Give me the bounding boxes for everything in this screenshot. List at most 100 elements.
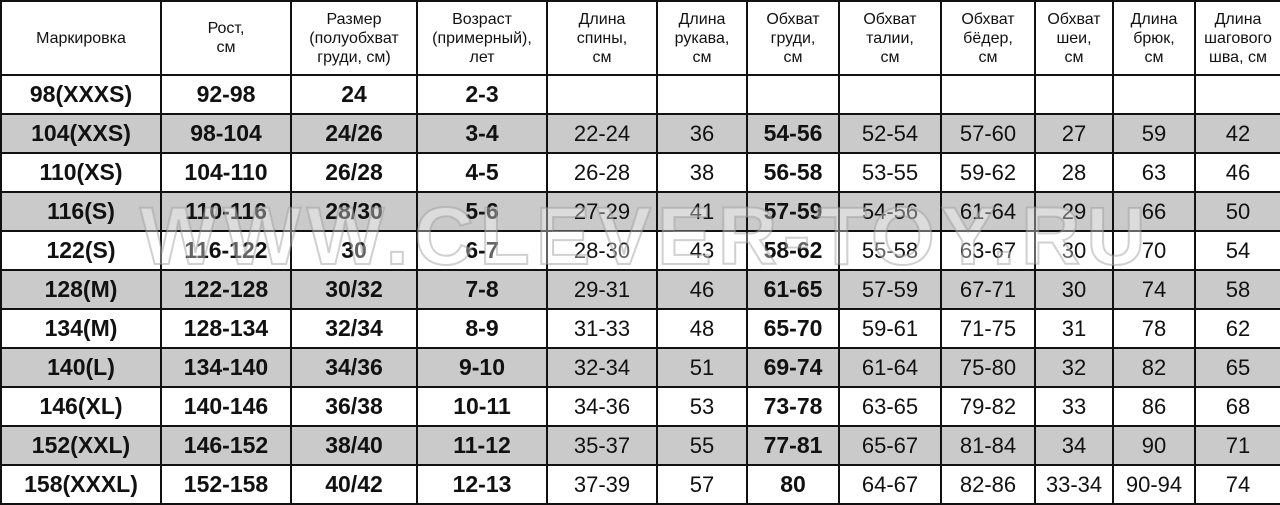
table-cell: 59 xyxy=(1112,113,1196,154)
table-cell: 122-128 xyxy=(160,269,292,310)
table-cell: 64-67 xyxy=(838,464,942,505)
column-header-line: см xyxy=(783,48,803,66)
column-header: Возраст (примерный), лет xyxy=(416,0,548,76)
table-cell: 38 xyxy=(656,152,748,193)
table-cell: 30 xyxy=(1034,269,1114,310)
table-cell: 7-8 xyxy=(416,269,548,310)
column-header-line: см xyxy=(1064,48,1084,66)
table-cell: 75-80 xyxy=(940,347,1036,388)
table-cell: 37-39 xyxy=(546,464,658,505)
column-header: Обхват талии, см xyxy=(838,0,942,76)
table-cell: 26-28 xyxy=(546,152,658,193)
column-header: Длина спины, см xyxy=(546,0,658,76)
table-cell: 58 xyxy=(1194,269,1280,310)
column-header-line: лет xyxy=(469,48,495,66)
table-cell xyxy=(546,74,658,115)
table-row: 110(XS) 104-110 26/28 4-5 26-28 38 56-58 53-55 5… xyxy=(0,152,1280,193)
table-cell: 81-84 xyxy=(940,425,1036,466)
table-cell: 9-10 xyxy=(416,347,548,388)
table-row: 152(XXL) 146-152 38/40 11-12 35-37 55 77-81 65-… xyxy=(0,425,1280,466)
table-cell: 65-70 xyxy=(746,308,840,349)
column-header-line: Длина xyxy=(678,10,726,28)
table-cell: 33 xyxy=(1034,386,1114,427)
table-cell: 52-54 xyxy=(838,113,942,154)
table-cell: 98-104 xyxy=(160,113,292,154)
table-cell: 30/32 xyxy=(290,269,418,310)
column-header-line: шагового xyxy=(1204,29,1272,47)
column-header-line: спины, xyxy=(576,29,628,47)
column-header-line: см xyxy=(978,48,998,66)
table-cell: 90-94 xyxy=(1112,464,1196,505)
column-header: Маркировка xyxy=(0,0,162,76)
table-cell: 24 xyxy=(290,74,418,115)
table-cell: 50 xyxy=(1194,191,1280,232)
table-cell: 128(M) xyxy=(0,269,162,310)
table-row: 140(L) 134-140 34/36 9-10 32-34 51 69-74 61-64 7… xyxy=(0,347,1280,388)
table-cell: 77-81 xyxy=(746,425,840,466)
table-cell: 32-34 xyxy=(546,347,658,388)
table-cell: 134-140 xyxy=(160,347,292,388)
table-row: 122(S) 116-122 30 6-7 28-30 43 58-62 55-58 63-67… xyxy=(0,230,1280,271)
table-cell: 11-12 xyxy=(416,425,548,466)
column-header-line: Обхват xyxy=(961,10,1015,28)
column-header-line: Возраст xyxy=(452,10,512,28)
table-cell: 86 xyxy=(1112,386,1196,427)
table-cell: 26/28 xyxy=(290,152,418,193)
column-header: Обхват груди, см xyxy=(746,0,840,76)
column-header-line: Обхват xyxy=(766,10,820,28)
column-header: Длина шагового шва, см xyxy=(1194,0,1280,76)
table-cell: 53-55 xyxy=(838,152,942,193)
table-cell: 41 xyxy=(656,191,748,232)
table-cell xyxy=(838,74,942,115)
table-cell: 67-71 xyxy=(940,269,1036,310)
column-header: Рост, см xyxy=(160,0,292,76)
table-cell xyxy=(1034,74,1114,115)
table-cell: 51 xyxy=(656,347,748,388)
table-cell: 98(XXXS) xyxy=(0,74,162,115)
column-header-line: Длина xyxy=(578,10,626,28)
table-cell: 32 xyxy=(1034,347,1114,388)
table-cell: 28/30 xyxy=(290,191,418,232)
table-cell: 30 xyxy=(1034,230,1114,271)
column-header-line: см xyxy=(692,48,712,66)
table-cell: 54-56 xyxy=(838,191,942,232)
column-header-line: Маркировка xyxy=(36,29,126,47)
table-cell: 61-64 xyxy=(838,347,942,388)
table-cell: 34 xyxy=(1034,425,1114,466)
table-cell: 66 xyxy=(1112,191,1196,232)
table-cell: 74 xyxy=(1194,464,1280,505)
table-row: 146(XL) 140-146 36/38 10-11 34-36 53 73-78 63-6… xyxy=(0,386,1280,427)
column-header-line: см xyxy=(592,48,612,66)
table-cell: 31-33 xyxy=(546,308,658,349)
table-cell: 73-78 xyxy=(746,386,840,427)
table-cell: 2-3 xyxy=(416,74,548,115)
table-cell: 134(M) xyxy=(0,308,162,349)
column-header-line: Рост, xyxy=(207,20,245,37)
table-cell: 46 xyxy=(1194,152,1280,193)
column-header-line: (примерный), xyxy=(432,29,532,47)
table-cell xyxy=(746,74,840,115)
table-row: 98(XXXS) 92-98 24 2-3 xyxy=(0,74,1280,115)
table-cell: 46 xyxy=(656,269,748,310)
column-header-line: груди, xyxy=(770,29,816,47)
column-header-line: Обхват xyxy=(1047,10,1101,28)
table-cell: 122(S) xyxy=(0,230,162,271)
table-cell: 43 xyxy=(656,230,748,271)
table-cell: 36/38 xyxy=(290,386,418,427)
column-header-line: Длина xyxy=(1130,10,1178,28)
table-cell xyxy=(940,74,1036,115)
table-cell: 92-98 xyxy=(160,74,292,115)
table-cell: 40/42 xyxy=(290,464,418,505)
table-cell: 61-65 xyxy=(746,269,840,310)
table-row: 128(M) 122-128 30/32 7-8 29-31 46 61-65 57-59 67… xyxy=(0,269,1280,310)
table-cell: 110-116 xyxy=(160,191,292,232)
table-cell: 10-11 xyxy=(416,386,548,427)
table-cell: 158(XXXL) xyxy=(0,464,162,505)
table-cell: 63 xyxy=(1112,152,1196,193)
table-cell: 68 xyxy=(1194,386,1280,427)
table-cell: 78 xyxy=(1112,308,1196,349)
table-cell: 57-59 xyxy=(838,269,942,310)
table-cell: 69-74 xyxy=(746,347,840,388)
column-header-line: см xyxy=(216,39,236,56)
table-cell: 31 xyxy=(1034,308,1114,349)
